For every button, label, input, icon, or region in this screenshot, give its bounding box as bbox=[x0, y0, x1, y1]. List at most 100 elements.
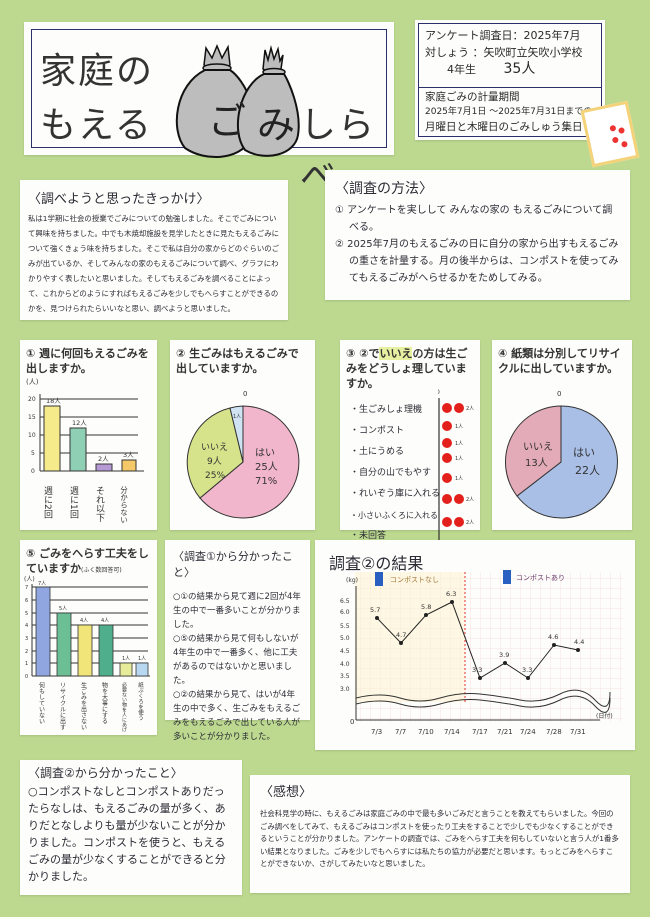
svg-text:6.0: 6.0 bbox=[340, 609, 350, 616]
svg-text:3.3: 3.3 bbox=[522, 666, 532, 674]
svg-text:5.5: 5.5 bbox=[340, 623, 350, 630]
svg-text:4.0: 4.0 bbox=[340, 661, 350, 668]
finding1-card: 〈調査①から分かったこと〉 ○①の結果から見て週に2回が4年生の中で一番多いこと… bbox=[165, 540, 310, 742]
finding1-item: ○②の結果から見て、はいが4年生の中で多く、生ごみをもえるごみをもえるごみで出し… bbox=[173, 690, 301, 742]
svg-text:週に2回: 週に2回 bbox=[42, 486, 53, 520]
svg-text:2: 2 bbox=[25, 649, 28, 655]
svg-text:(人): (人) bbox=[26, 378, 39, 386]
method-list: ① アンケートを実しして みんなの家の もえるごみについて調べる。 ② 2025… bbox=[335, 202, 620, 287]
svg-text:何もしていない: 何もしていない bbox=[38, 681, 45, 724]
svg-text:0: 0 bbox=[31, 468, 35, 475]
impressions-card: 〈感想〉 社会科見学の時に、もえるごみは家庭ごみの中で最も多いごみだと言うことを… bbox=[250, 775, 630, 893]
svg-text:4.6: 4.6 bbox=[548, 633, 558, 641]
svg-text:6.5: 6.5 bbox=[340, 598, 350, 605]
q1-chart-card: ① 週に何回もえるごみを出しますか。 (人) 20 15 10 5 0 18人 12人 … bbox=[20, 340, 157, 530]
svg-text:7/14: 7/14 bbox=[444, 728, 460, 736]
svg-text:物を大事にする: 物を大事にする bbox=[101, 681, 108, 724]
svg-text:7/31: 7/31 bbox=[570, 728, 586, 736]
svg-text:0: 0 bbox=[557, 390, 561, 398]
svg-text:コンポストなし: コンポストなし bbox=[390, 576, 439, 584]
svg-text:0: 0 bbox=[438, 389, 440, 396]
svg-text:3.0: 3.0 bbox=[340, 686, 350, 693]
svg-text:(日付): (日付) bbox=[596, 712, 613, 720]
svg-text:(人): (人) bbox=[24, 576, 35, 583]
svg-text:13人: 13人 bbox=[525, 457, 548, 469]
svg-text:12人: 12人 bbox=[72, 419, 87, 427]
svg-text:3人: 3人 bbox=[123, 451, 134, 459]
svg-text:7/3: 7/3 bbox=[371, 728, 382, 736]
svg-text:必要ない物を人にあげる: 必要ない物を人にあげる bbox=[121, 681, 127, 732]
svg-text:6: 6 bbox=[25, 598, 28, 604]
svg-text:5.7: 5.7 bbox=[370, 606, 380, 614]
svg-text:7/17: 7/17 bbox=[472, 728, 488, 736]
svg-text:いいえ: いいえ bbox=[523, 441, 553, 453]
survey-grade-row: 4年生 35人 bbox=[425, 61, 595, 78]
list-item: ・コンポスト bbox=[350, 426, 405, 436]
svg-text:1人: 1人 bbox=[233, 414, 241, 420]
svg-text:9人: 9人 bbox=[207, 456, 222, 467]
svg-text:6.3: 6.3 bbox=[446, 590, 456, 598]
svg-text:5.0: 5.0 bbox=[340, 635, 350, 642]
finding1-item: ○①の結果から見て週に2回が4年生の中で一番多いことが分かりました。 bbox=[173, 592, 301, 630]
svg-text:1人: 1人 bbox=[138, 656, 146, 662]
svg-text:1人: 1人 bbox=[455, 476, 463, 482]
svg-text:25人: 25人 bbox=[255, 461, 278, 473]
q3-category-list: ・生ごみしょ理機 ・コンポスト ・土にうめる ・自分の山でもやす ・れいぞう庫に… bbox=[350, 400, 440, 547]
svg-text:3.5: 3.5 bbox=[340, 673, 350, 680]
list-item: ・自分の山でもやす bbox=[350, 468, 432, 478]
svg-text:分からない: 分からない bbox=[119, 486, 128, 524]
method-item: ② 2025年7月のもえるごみの日に自分の家から出すもえるごみの重さを計量する。… bbox=[335, 239, 619, 284]
svg-text:はい: はい bbox=[255, 447, 275, 459]
svg-text:4人: 4人 bbox=[80, 618, 88, 624]
survey-date: アンケート調査日：2025年7月 bbox=[425, 29, 581, 42]
q5-title: ⑤ ごみをへらす工夫をしていますか(ふく数回答可) bbox=[26, 547, 149, 575]
svg-text:20: 20 bbox=[28, 396, 36, 403]
svg-text:0: 0 bbox=[243, 390, 247, 398]
title-line-1: 家庭の bbox=[40, 51, 155, 92]
method-item: ① アンケートを実しして みんなの家の もえるごみについて調べる。 bbox=[335, 205, 613, 233]
q3-chart-card: ③ ②でいいえの方は生ごみをどうしょ理していますか。 ・生ごみしょ理機 ・コンポ… bbox=[340, 340, 480, 544]
q1-bar-chart: (人) 20 15 10 5 0 18人 12人 2人 3人 週に2回 週に1回 それ以… bbox=[26, 378, 144, 524]
svg-text:コンポストあり: コンポストあり bbox=[516, 574, 565, 582]
impressions-heading: 〈感想〉 bbox=[260, 785, 313, 800]
svg-text:7/7: 7/7 bbox=[395, 728, 406, 736]
svg-text:5人: 5人 bbox=[59, 606, 67, 612]
svg-text:1人: 1人 bbox=[455, 441, 463, 447]
svg-text:71%: 71% bbox=[255, 476, 277, 487]
svg-text:10: 10 bbox=[28, 432, 36, 439]
period-range: 2025年7月1日 〜2025年7月31日までの bbox=[425, 107, 593, 117]
method-heading: 〈調査の方法〉 bbox=[335, 181, 433, 197]
period-days: 月曜日と木曜日のごみしゅう集日 bbox=[425, 121, 583, 133]
finding2-card: 〈調査②から分かったこと〉 ○コンポストなしとコンポストありだったらなしは、もえ… bbox=[20, 760, 242, 895]
svg-text:7/24: 7/24 bbox=[520, 728, 536, 736]
svg-text:1人: 1人 bbox=[122, 656, 130, 662]
svg-text:生ごみを出さない: 生ごみを出さない bbox=[80, 681, 87, 730]
svg-text:3.9: 3.9 bbox=[499, 651, 509, 659]
svg-text:4.7: 4.7 bbox=[396, 631, 406, 639]
finding1-heading: 〈調査①から分かったこと〉 bbox=[173, 550, 293, 579]
finding1-item: ○⑤の結果から見て何もしないが4年生の中で一番多く、他に工夫があるのではないかと… bbox=[173, 634, 299, 686]
svg-text:1人: 1人 bbox=[455, 424, 463, 430]
finding2-body: ○コンポストなしとコンポストありだったらなしは、もえるごみの量が多く、ありだとな… bbox=[28, 785, 226, 883]
svg-text:5: 5 bbox=[25, 611, 28, 617]
svg-text:5: 5 bbox=[31, 450, 35, 457]
list-item: ・小さいふくろに入れる bbox=[350, 511, 438, 520]
result2-title: 調査②の結果 bbox=[329, 554, 424, 573]
svg-text:2人: 2人 bbox=[466, 497, 474, 503]
q4-title: ④ 紙類は分別してリサイクルに出していますか。 bbox=[498, 347, 621, 375]
svg-text:はい: はい bbox=[573, 446, 595, 459]
survey-count: 35人 bbox=[503, 61, 536, 77]
svg-text:7: 7 bbox=[25, 585, 28, 591]
svg-text:いいえ: いいえ bbox=[201, 442, 228, 453]
svg-text:3: 3 bbox=[25, 636, 28, 642]
survey-summary: アンケート調査日：2025年7月 対しょう ：矢吹町立矢吹小学校 4年生 35人 bbox=[419, 24, 601, 88]
q5-chart-card: ⑤ ごみをへらす工夫をしていますか(ふく数回答可) (人) 7 6 5 4 3 2 1 0 … bbox=[20, 540, 157, 735]
svg-text:25%: 25% bbox=[205, 471, 225, 481]
title-card: 家庭の もえる ご み しらべ bbox=[24, 22, 394, 198]
list-item: ・れいぞう庫に入れる bbox=[350, 489, 441, 499]
svg-text:4人: 4人 bbox=[101, 618, 109, 624]
svg-text:15: 15 bbox=[28, 414, 36, 421]
finding2-heading: 〈調査②から分かったこと〉 bbox=[28, 766, 183, 780]
title-line-2: もえる bbox=[40, 105, 153, 146]
svg-text:2人: 2人 bbox=[98, 455, 109, 463]
